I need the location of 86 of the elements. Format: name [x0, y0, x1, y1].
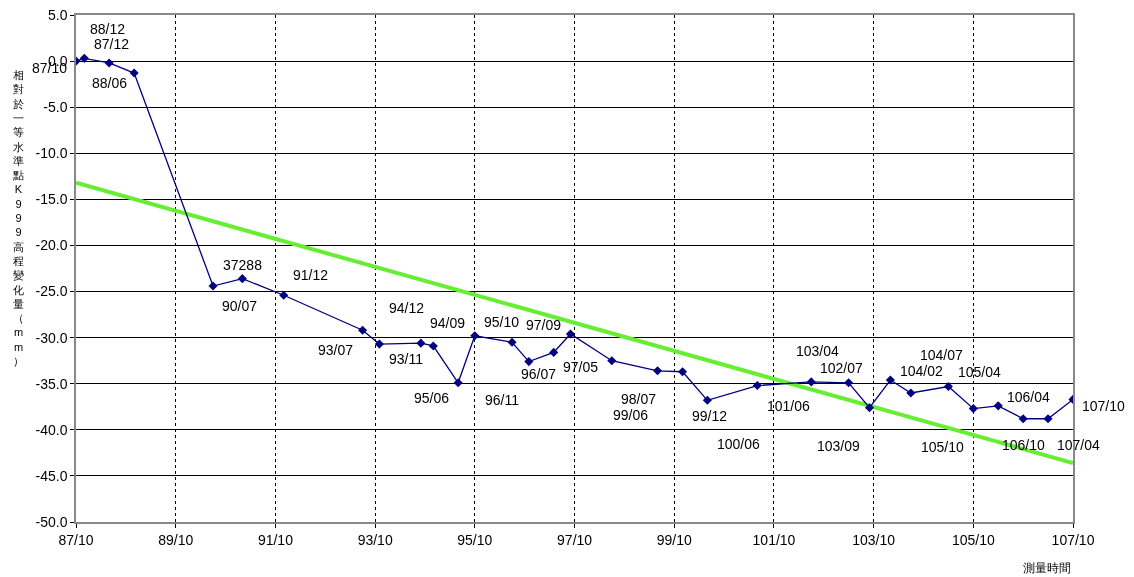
point — [358, 325, 368, 335]
y-tick-label: -20.0 — [35, 237, 68, 254]
point — [993, 401, 1003, 411]
point — [806, 377, 816, 387]
y-tick-label: -30.0 — [35, 329, 68, 346]
annotation: 104/07 — [920, 347, 964, 363]
annotation: 103/09 — [817, 438, 861, 454]
annotation: 105/10 — [921, 439, 965, 455]
point — [702, 395, 712, 405]
annotation: 107/04 — [1057, 437, 1101, 453]
point — [524, 357, 534, 367]
annotation: 106/04 — [1007, 389, 1051, 405]
annotation: 94/12 — [389, 300, 425, 316]
point — [507, 337, 517, 347]
point — [844, 378, 854, 388]
x-tick-label: 107/10 — [1051, 531, 1095, 548]
x-tick-label: 97/10 — [557, 531, 593, 548]
y-tick-label: -40.0 — [35, 421, 68, 438]
point — [104, 58, 114, 68]
annotation: 91/12 — [293, 267, 329, 283]
annotation: 102/07 — [820, 360, 864, 376]
point — [237, 274, 247, 284]
annotation: 104/02 — [900, 363, 944, 379]
y-tick-label: -50.0 — [35, 513, 68, 530]
text: 相對於一等水準點K999高程變化量（mm） — [13, 69, 24, 367]
point — [607, 356, 617, 366]
annotation: 107/10 — [1082, 398, 1126, 414]
annotation: 93/07 — [318, 342, 354, 358]
x-axis-title: 測量時間 — [1023, 561, 1071, 575]
x-tick-label: 101/10 — [752, 531, 796, 548]
point — [1018, 414, 1028, 424]
annotation: 98/07 — [621, 391, 657, 407]
point — [549, 347, 559, 357]
annotation: 97/05 — [563, 359, 599, 375]
point — [453, 378, 463, 388]
point — [906, 388, 916, 398]
annotation: 96/07 — [521, 366, 557, 382]
annotation: 105/04 — [958, 364, 1002, 380]
annotation: 88/06 — [92, 75, 128, 91]
annotation: 88/12 — [90, 21, 126, 37]
point — [428, 341, 438, 351]
annotation: 94/09 — [430, 315, 466, 331]
x-tick-label: 95/10 — [457, 531, 493, 548]
y-tick-label: -45.0 — [35, 467, 68, 484]
annotation: 96/11 — [485, 392, 520, 408]
point — [752, 381, 762, 391]
annotation: 90/07 — [222, 298, 258, 314]
annotation: 95/10 — [484, 314, 520, 330]
point — [374, 339, 384, 349]
point — [79, 53, 89, 63]
annotation: 99/12 — [692, 408, 728, 424]
x-tick-label: 105/10 — [951, 531, 995, 548]
point — [885, 375, 895, 385]
point — [279, 290, 289, 300]
annotation: 93/11 — [389, 351, 424, 367]
point — [129, 68, 139, 78]
y-tick-label: -5.0 — [43, 99, 68, 116]
point — [470, 331, 480, 341]
point — [653, 366, 663, 376]
point — [968, 404, 978, 414]
point — [208, 281, 218, 291]
point — [1043, 414, 1053, 424]
x-tick-label: 89/10 — [158, 531, 194, 548]
annotation: 97/09 — [526, 317, 562, 333]
annotation: 37288 — [223, 257, 263, 273]
y-tick-label: -15.0 — [35, 191, 68, 208]
x-tick-label: 103/10 — [852, 531, 896, 548]
annotation: 99/06 — [613, 407, 649, 423]
annotation: 95/06 — [414, 390, 450, 406]
y-tick-label: -10.0 — [35, 145, 68, 162]
x-tick-label: 93/10 — [357, 531, 393, 548]
annotation: 103/04 — [796, 343, 840, 359]
x-tick-label: 91/10 — [257, 531, 294, 548]
x-tick-label: 99/10 — [656, 531, 692, 548]
annotation: 100/06 — [717, 436, 761, 452]
y-tick-label: -35.0 — [35, 375, 68, 392]
y-tick-label: -25.0 — [35, 283, 68, 300]
point — [565, 329, 576, 339]
point — [677, 367, 688, 377]
point — [943, 381, 953, 392]
point — [864, 403, 875, 413]
point — [416, 338, 426, 348]
annotation: 101/06 — [767, 398, 811, 414]
annotation: 87/12 — [94, 36, 130, 52]
x-tick-label: 87/10 — [58, 531, 94, 548]
y-tick-label: 5.0 — [47, 6, 68, 23]
